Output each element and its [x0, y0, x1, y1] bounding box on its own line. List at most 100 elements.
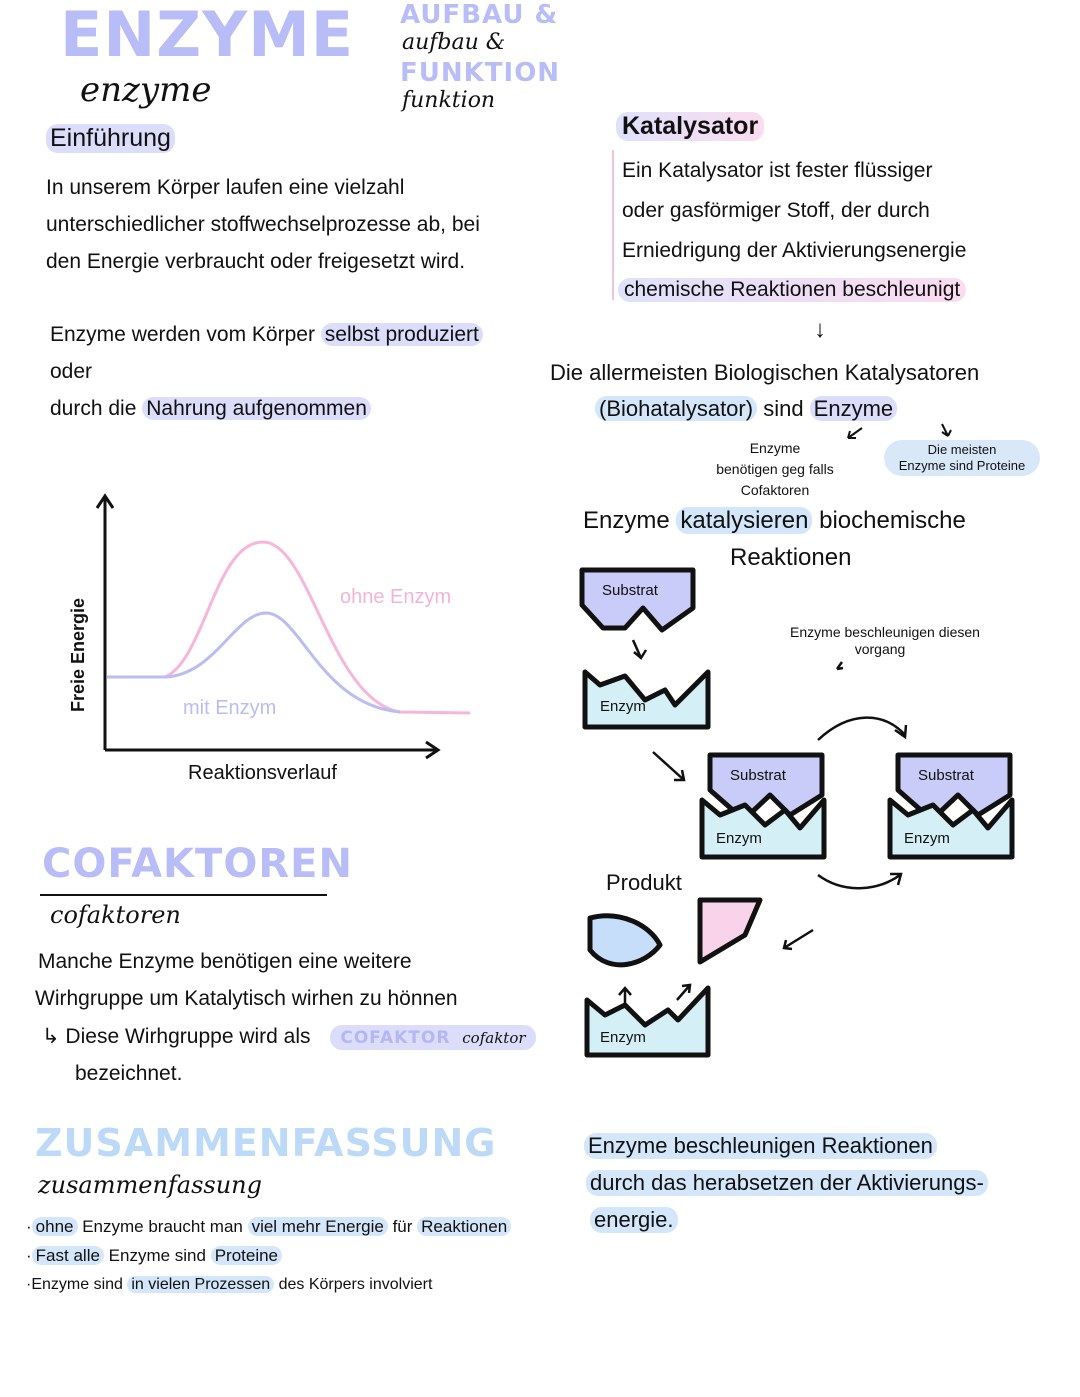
katalysator-heading: Katalysator — [616, 112, 765, 141]
highlight: viel mehr Energie — [247, 1217, 388, 1236]
katalysator-line: oder gasförmiger Stoff, der durch — [622, 199, 930, 222]
divider — [612, 150, 614, 300]
bound-substrate-shape-2 — [895, 752, 1013, 818]
text: Enzyme sind — [103, 1246, 211, 1265]
x-axis-label: Reaktionsverlauf — [188, 762, 337, 784]
arrow-icon — [847, 427, 863, 439]
curved-arrow-icon — [817, 716, 908, 741]
highlight: Enzyme — [809, 396, 898, 421]
text: des Körpers involviert — [274, 1276, 433, 1293]
note-line: Enzyme — [749, 440, 801, 456]
bound-enzyme-shape — [699, 797, 827, 860]
arrow-icon — [652, 751, 686, 782]
cofaktoren-line: Manche Enzyme benötigen eine weitere — [38, 950, 412, 973]
product-label: Produkt — [606, 870, 682, 895]
highlight: Nahrung aufgenommen — [142, 397, 371, 420]
bound-enzyme-shape-2 — [887, 797, 1015, 860]
highlight: Fast alle — [31, 1246, 104, 1265]
summary-bullet: ·Enzyme sind in vielen Prozessen des Kör… — [26, 1276, 432, 1294]
note-line: vorgang — [854, 641, 906, 657]
summary-bullet: · ohne Enzyme braucht man viel mehr Energ… — [26, 1217, 512, 1237]
arrow-icon — [676, 983, 692, 1001]
summary-heading-script: zusammenfassung — [38, 1171, 263, 1199]
curved-arrow-icon — [817, 872, 903, 890]
y-axis — [95, 493, 115, 750]
text: Enzyme sind — [31, 1276, 128, 1293]
substrate-shape — [579, 567, 696, 633]
katalysator-line: Erniedrigung der Aktivierungsenergie — [622, 239, 967, 262]
highlight: ohne — [31, 1217, 78, 1236]
text: ↳ Diese Wirhgruppe wird als — [42, 1025, 311, 1048]
highlight: Proteine — [210, 1246, 283, 1265]
bullet: · — [26, 1276, 32, 1293]
arrow-icon — [631, 639, 648, 660]
substrate-label: Substrat — [730, 767, 786, 784]
enzyme-label: Enzym — [716, 830, 762, 847]
enzyme-label: Enzym — [904, 830, 950, 847]
title-script: enzyme — [80, 70, 212, 110]
katalysator-line: Ein Katalysator ist fester flüssiger — [622, 159, 933, 182]
enzyme-label: Enzym — [600, 698, 646, 715]
product-pink-shape — [697, 897, 763, 965]
text: durch die — [50, 397, 143, 420]
text: sind — [757, 396, 810, 421]
subtitle-script-2: funktion — [402, 88, 496, 113]
production-line-1: Enzyme werden vom Körper selbst produzie… — [50, 323, 483, 347]
cofaktoren-line: bezeichnet. — [75, 1062, 183, 1085]
bullet: · — [26, 1217, 32, 1236]
highlight: katalysieren — [676, 507, 813, 534]
note-line: Die meisten — [927, 442, 997, 457]
enzyme-label: Enzym — [600, 1029, 646, 1046]
summary-box-line: durch das herabsetzen der Aktivierungs- — [586, 1170, 988, 1196]
label-without-enzyme: ohne Enzym — [340, 586, 452, 608]
bullet: · — [26, 1246, 32, 1265]
bio-line-2: (Biohatalysator) sind Enzyme — [595, 396, 898, 422]
y-axis-label: Freie Energie — [68, 597, 88, 712]
arrow-icon — [941, 423, 952, 437]
mechanism-note: Enzyme beschleunigen diesen vorgang — [760, 624, 1010, 658]
catalyse-line: Enzyme katalysieren biochemische — [583, 507, 966, 535]
term-block: COFAKTOR — [340, 1027, 451, 1048]
cofaktoren-heading-block: COFAKTOREN — [42, 841, 353, 887]
text: Enzyme — [583, 507, 677, 534]
note-proteins: Die meisten Enzyme sind Proteine — [884, 440, 1040, 476]
arrow-down-icon: ↓ — [814, 316, 826, 343]
intro-line: unterschiedlicher stoffwechselprozesse a… — [46, 213, 480, 236]
subtitle-script-1: aufbau & — [402, 30, 506, 55]
text: Enzyme werden vom Körper — [50, 323, 321, 346]
highlight: in vielen Prozessen — [127, 1276, 275, 1293]
arrow-icon — [782, 928, 814, 951]
cofaktoren-heading-script: cofaktoren — [50, 901, 181, 929]
heading-underline — [40, 894, 327, 896]
note-line: Enzyme sind Proteine — [898, 458, 1026, 473]
production-line-3: durch die Nahrung aufgenommen — [50, 397, 371, 421]
arrow-icon — [618, 986, 632, 1005]
arrow-icon — [835, 661, 844, 671]
note-cofactors: Enzyme benötigen geg falls Cofaktoren — [700, 438, 850, 501]
product-blue-shape — [587, 913, 663, 968]
summary-box-line: Enzyme beschleunigen Reaktionen — [584, 1133, 937, 1159]
highlight: selbst produziert — [320, 323, 483, 346]
note-line: Enzyme beschleunigen diesen — [790, 624, 980, 640]
cofaktoren-line: Wirhgruppe um Katalytisch wirhen zu hönn… — [35, 987, 458, 1010]
katalysator-line: chemische Reaktionen beschleunigt — [618, 278, 967, 302]
summary-box-line: energie. — [590, 1207, 678, 1233]
summary-heading-block: ZUSAMMENFASSUNG — [35, 1121, 497, 1165]
x-axis — [105, 740, 441, 760]
text: Enzyme braucht man — [77, 1217, 248, 1236]
text: für — [387, 1217, 418, 1236]
text: biochemische — [812, 507, 966, 534]
summary-bullet: · Fast alle Enzyme sind Proteine — [26, 1246, 283, 1266]
curve-without-enzyme — [107, 540, 471, 715]
highlight: (Biohatalysator) — [595, 396, 758, 421]
subtitle-block-1: AUFBAU & — [400, 0, 559, 30]
cofaktor-term: COFAKTOR cofaktor — [330, 1024, 536, 1050]
catalyse-line-2: Reaktionen — [730, 544, 852, 571]
production-line-2: oder — [50, 360, 93, 383]
intro-heading: Einführung — [46, 124, 175, 153]
subtitle-block-2: FUNKTION — [400, 58, 561, 88]
substrate-label: Substrat — [918, 767, 974, 784]
highlight: Reaktionen — [417, 1217, 512, 1236]
cofaktoren-line: ↳ Diese Wirhgruppe wird als COFAKTOR cof… — [42, 1024, 536, 1050]
title-block: ENZYME — [60, 0, 355, 71]
